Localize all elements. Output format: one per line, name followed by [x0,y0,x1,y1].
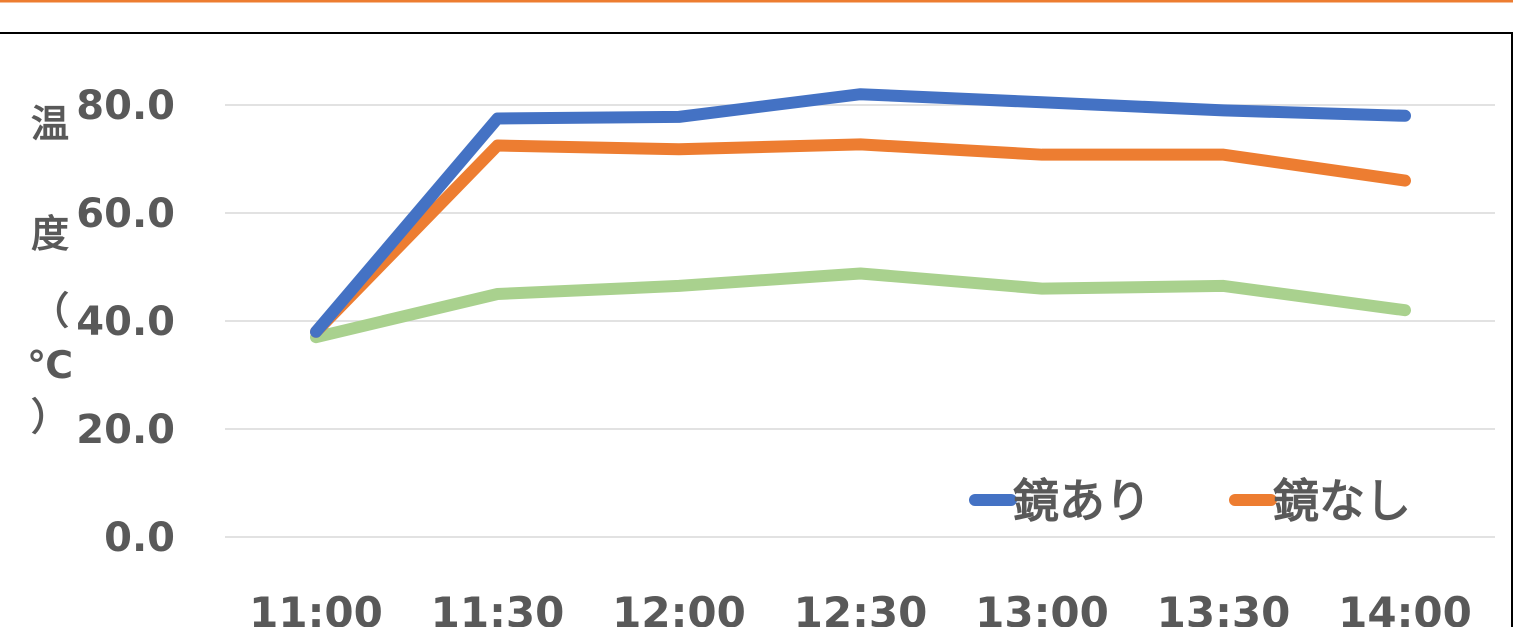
x-tick-label: 12:00 [612,588,746,627]
y-tick-label: 40.0 [76,299,175,345]
x-tick-label: 13:00 [975,588,1109,627]
y-axis-label-glyph: ） [31,395,69,439]
legend-label: 鏡あり [1013,474,1151,528]
x-tick-label: 11:00 [249,588,383,627]
x-tick-label: 13:30 [1157,588,1291,627]
series-line [310,267,1411,344]
y-axis-label: 温度 （ ℃ ） [27,102,73,439]
y-tick-label: 20.0 [76,407,175,453]
y-axis-label-glyph: （ [31,289,69,333]
chart-frame [0,32,1513,627]
x-tick-label: 12:30 [794,588,928,627]
x-tick-label: 11:30 [431,588,565,627]
x-axis-tick-labels: 11:00 11:30 12:00 12:30 13:00 13:30 14:00 [249,588,1472,627]
legend: 鏡あり 鏡なし [969,474,1411,528]
y-axis-label-glyph: 温 [31,102,69,146]
series-line [310,138,1411,338]
x-tick-label: 14:00 [1338,588,1472,627]
series-line [310,88,1411,338]
y-tick-label: 60.0 [76,191,175,237]
series-lines [310,88,1411,344]
y-axis-tick-labels: 0.0 20.0 40.0 60.0 80.0 [76,83,175,561]
y-axis-label-glyph: 度 [31,212,69,256]
y-axis-label-glyph: ℃ [27,343,73,387]
legend-label: 鏡なし [1273,474,1411,528]
y-tick-label: 0.0 [104,515,175,561]
y-tick-label: 80.0 [76,83,175,129]
